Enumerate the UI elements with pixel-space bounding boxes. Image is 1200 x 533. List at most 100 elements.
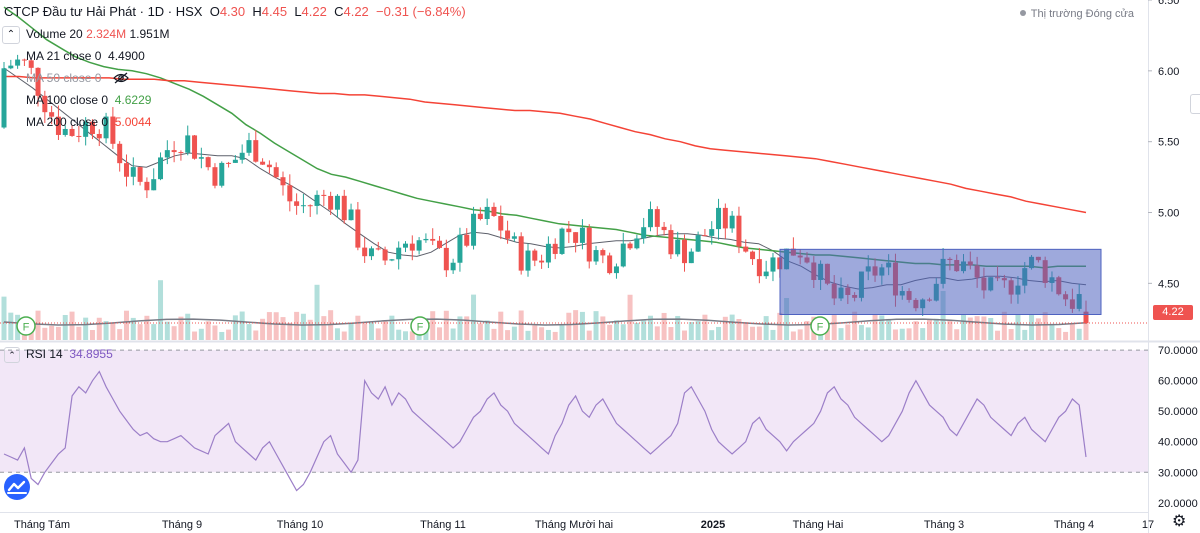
candle-body (409, 243, 415, 251)
legend-ma21-value: 4.4900 (108, 49, 145, 63)
volume-bar (437, 327, 443, 340)
eye-hidden-icon[interactable] (112, 72, 129, 87)
legend-volume-label: Volume 20 (26, 27, 83, 41)
volume-bar (103, 321, 109, 340)
candle-body (205, 157, 211, 168)
volume-bar (505, 330, 511, 340)
legend-ma21-label: MA 21 close 0 (26, 49, 102, 63)
legend-ma200[interactable]: MA 200 close 0 5.0044 (26, 115, 151, 129)
candle-body (586, 227, 592, 262)
time-tick-label: Tháng 3 (924, 519, 964, 531)
rsi-legend-value: 34.8955 (69, 347, 113, 361)
volume-bar (824, 324, 830, 340)
volume-bar (586, 330, 592, 340)
legend-ma50[interactable]: MA 50 close 0 (26, 71, 129, 87)
candle-body (35, 67, 41, 96)
candle-body (532, 250, 538, 261)
volume-bar (926, 319, 932, 340)
volume-bar (164, 321, 170, 340)
volume-bar (933, 318, 939, 340)
candle-body (654, 209, 660, 227)
volume-bar (552, 331, 558, 340)
legend-volume-v2: 1.951M (129, 27, 170, 41)
volume-bar (382, 320, 388, 340)
candle-body (716, 207, 722, 230)
legend-volume[interactable]: Volume 20 2.324M 1.951M (26, 27, 169, 41)
volume-bar (348, 323, 354, 340)
legend-ma100-value: 4.6229 (114, 93, 152, 107)
candle-body (8, 65, 14, 69)
volume-ma-line (3, 318, 1087, 326)
candle-body (42, 95, 48, 113)
candle-body (763, 271, 769, 277)
candle-body (239, 152, 245, 160)
close-value: 4.22 (343, 4, 369, 19)
collapse-rsi-button[interactable]: ⌃ (4, 347, 20, 363)
volume-bar (743, 322, 749, 340)
rectangle-annotation-layer[interactable] (779, 248, 1102, 315)
volume-bar (525, 330, 531, 340)
legend-ma21[interactable]: MA 21 close 0 4.4900 (26, 49, 145, 63)
open-value: 4.30 (219, 4, 246, 19)
candle-body (1083, 311, 1089, 323)
volume-bar (634, 322, 640, 340)
close-label: C (334, 4, 344, 19)
volume-bar (110, 322, 116, 340)
volume-bar (266, 312, 272, 340)
candle-body (682, 239, 688, 264)
candle-body (464, 234, 470, 246)
candle-body (164, 150, 170, 158)
legend-ma100[interactable]: MA 100 close 0 4.6229 (26, 93, 151, 107)
collapse-legend-button[interactable]: ⌃ (2, 26, 20, 44)
candle-body (294, 201, 300, 206)
volume-bar (8, 312, 14, 340)
candle-body (688, 251, 694, 264)
volume-bar (995, 330, 1001, 340)
settings-gear-icon[interactable]: ⚙ (1172, 513, 1187, 530)
candle-body (144, 181, 150, 191)
candle-body (661, 226, 667, 231)
volume-bar (171, 326, 177, 340)
volume-bar (1001, 311, 1007, 340)
candle-body (178, 152, 184, 154)
volume-bar (239, 311, 245, 340)
volume-bar (430, 311, 436, 340)
candle-body (647, 209, 653, 228)
volume-bar (321, 316, 327, 340)
volume-bar (300, 313, 306, 340)
candle-body (423, 238, 429, 241)
volume-bar (35, 310, 41, 340)
side-panel-handle[interactable] (1190, 94, 1200, 114)
candle-body (477, 213, 483, 220)
candle-body (62, 128, 68, 135)
volume-bar (1069, 323, 1075, 340)
volume-bar (443, 310, 449, 340)
volume-ma-layer (3, 318, 1087, 326)
rsi-pane (0, 349, 1148, 492)
legend-ma200-label: MA 200 close 0 (26, 115, 109, 129)
volume-bar (716, 326, 722, 340)
tradingview-logo-icon[interactable] (4, 474, 30, 500)
rsi-band (0, 350, 1148, 473)
candle-body (675, 239, 681, 255)
candle-body (185, 135, 191, 153)
volume-bar (947, 320, 953, 340)
price-tick-label: 6.00 (1158, 66, 1179, 78)
rsi-legend[interactable]: ⌃ RSI 14 34.8955 (4, 347, 113, 363)
volume-bar (464, 316, 470, 340)
candle-body (511, 236, 517, 239)
volume-bar (790, 331, 796, 340)
price-tick-label: 6.50 (1158, 0, 1179, 7)
volume-bar (600, 316, 606, 340)
candle-body (117, 143, 123, 164)
rsi-line (3, 370, 1087, 492)
volume-bar (702, 314, 708, 340)
volume-bar (341, 331, 347, 340)
candle-body (498, 215, 504, 231)
volume-bar (920, 328, 926, 340)
candle-body (668, 230, 674, 255)
volume-bar (226, 329, 232, 340)
volume-bar (518, 310, 524, 340)
